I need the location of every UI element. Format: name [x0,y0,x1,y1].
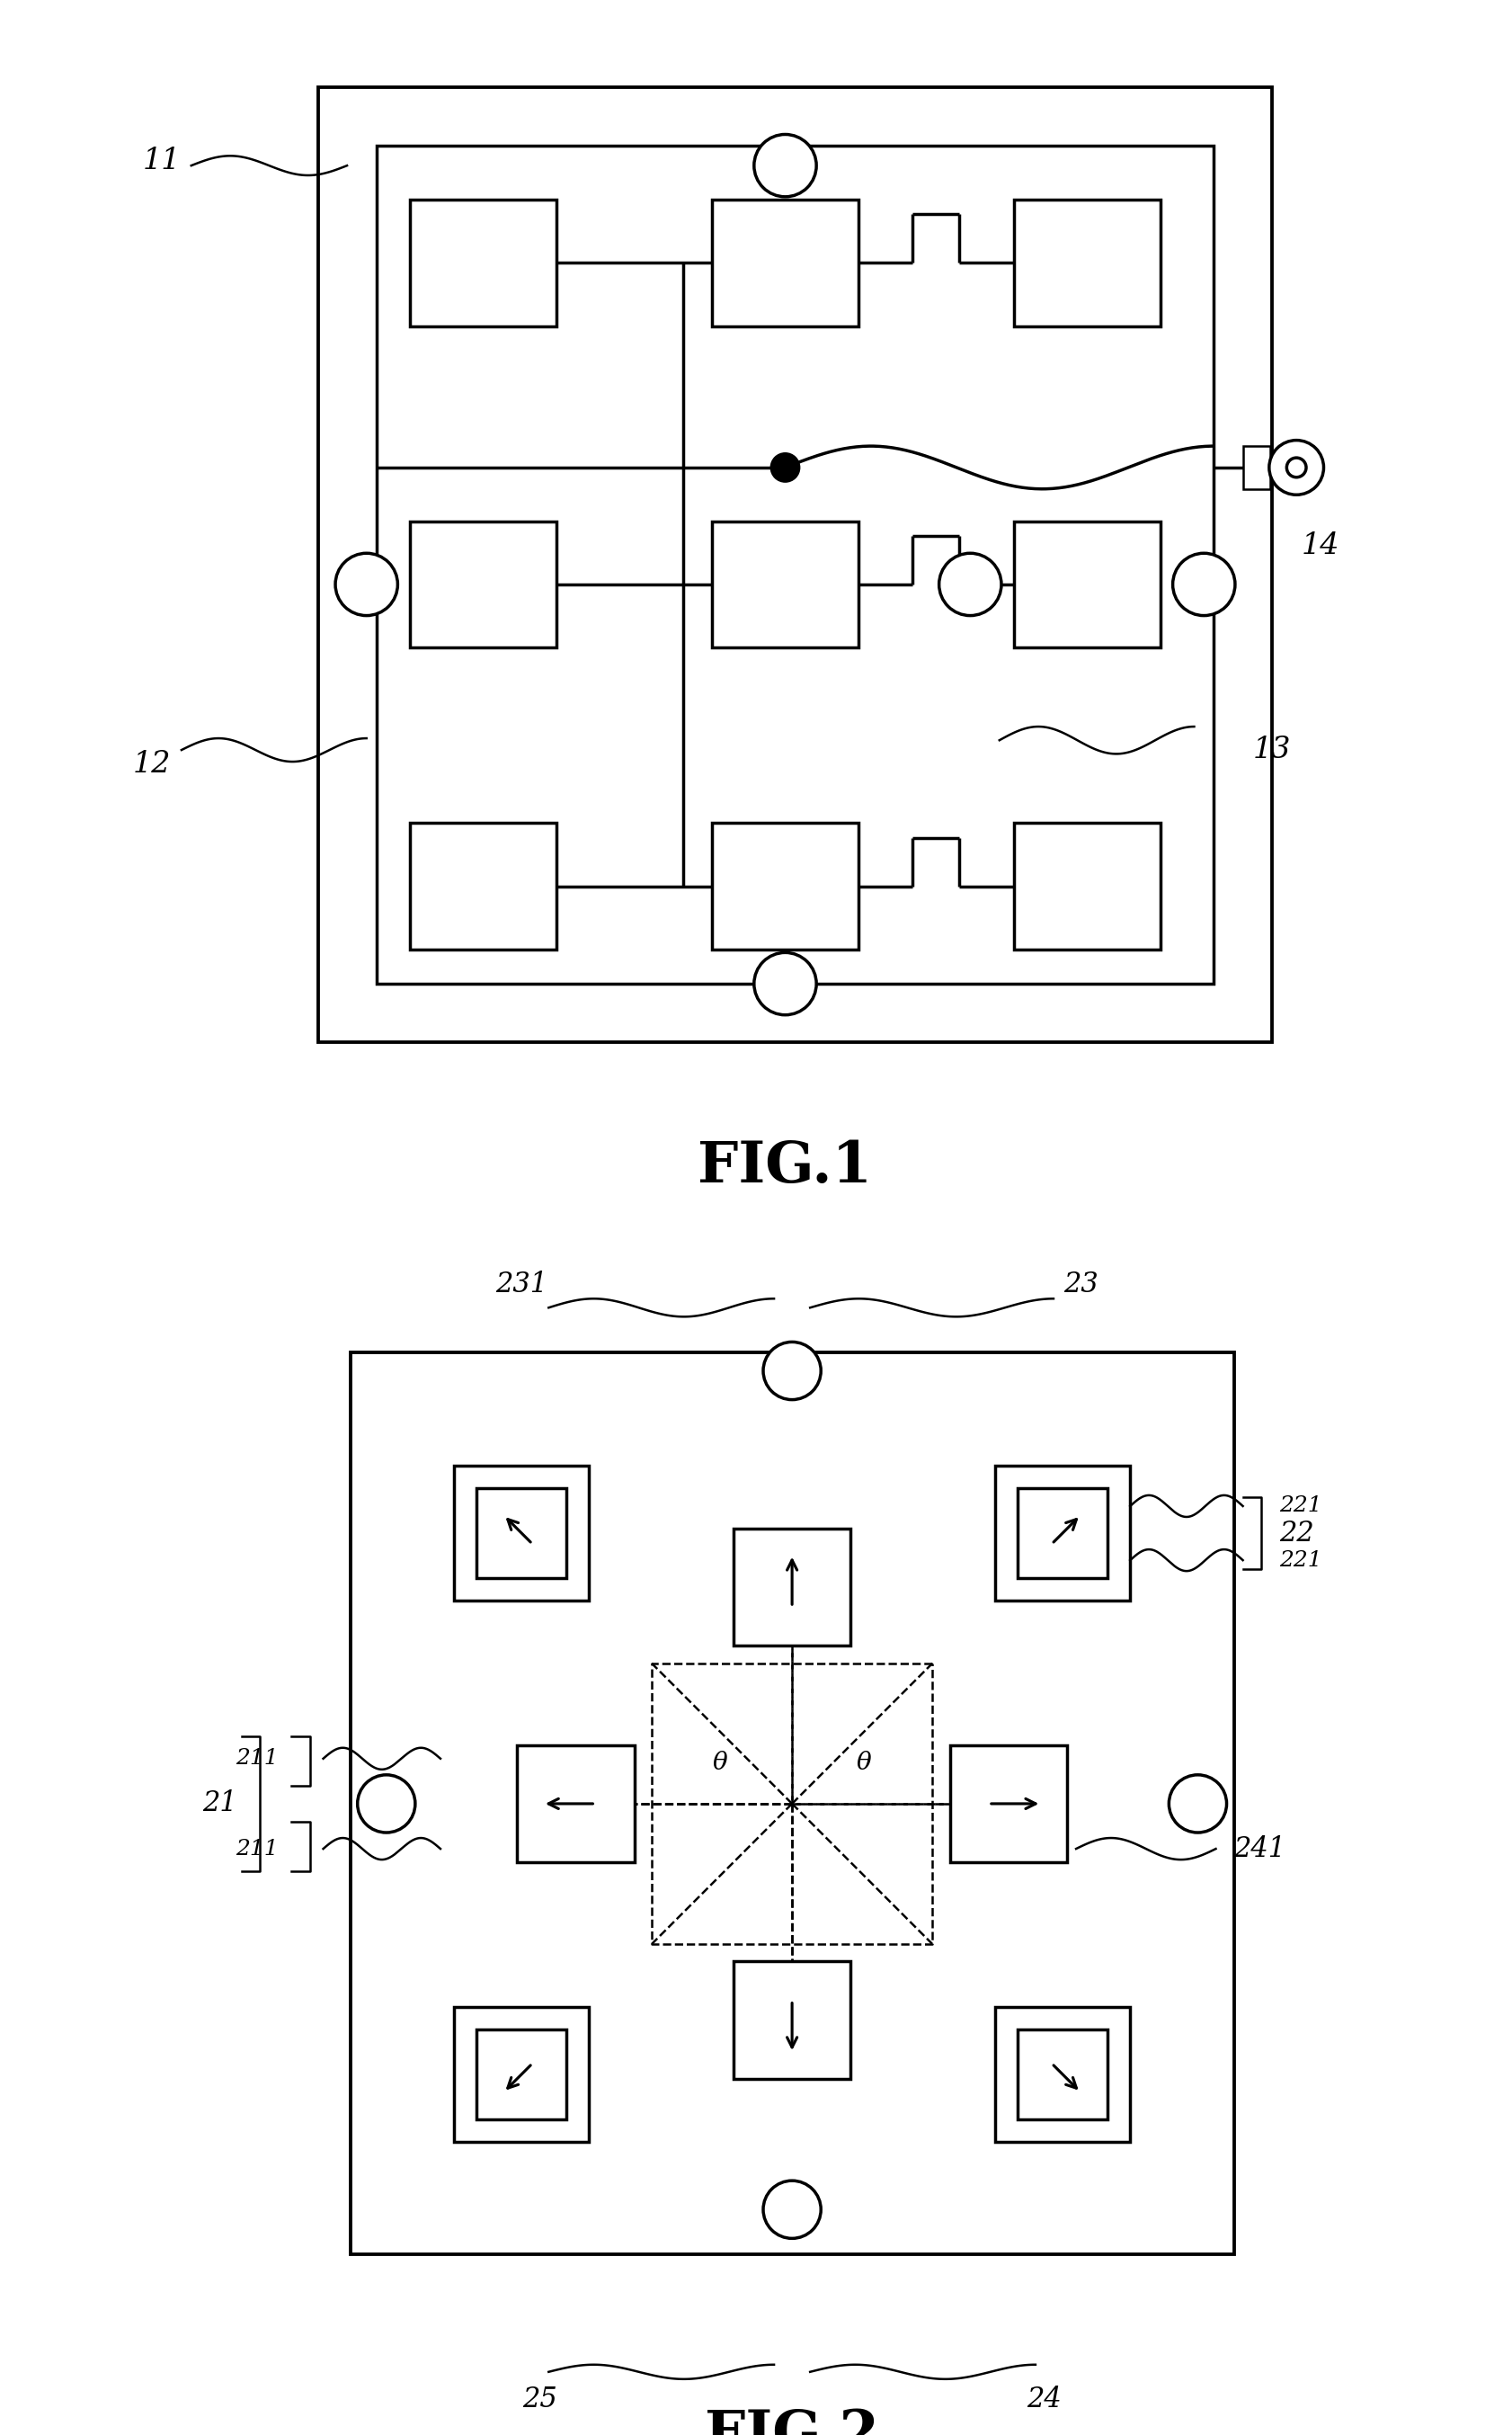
Text: 11: 11 [144,146,181,175]
Circle shape [754,952,816,1015]
Bar [410,823,556,950]
Text: 221: 221 [1279,1495,1321,1517]
Text: FIG.1: FIG.1 [699,1140,872,1196]
Text: 221: 221 [1279,1549,1321,1571]
Text: 24: 24 [1027,2386,1061,2413]
Bar [1018,2028,1108,2118]
Bar [454,1466,590,1600]
Text: 211: 211 [236,1748,278,1768]
Bar [712,200,859,326]
Bar [995,1466,1129,1600]
Text: 241: 241 [1234,1836,1287,1863]
Bar [410,200,556,326]
Circle shape [754,134,816,197]
Text: 211: 211 [236,1838,278,1860]
Text: 231: 231 [496,1271,547,1298]
Bar [733,1963,851,2079]
Bar [376,146,1214,984]
Circle shape [1169,1775,1226,1834]
Text: 25: 25 [522,2386,556,2413]
Circle shape [771,453,798,482]
Bar [1015,823,1160,950]
Circle shape [1173,553,1235,616]
Bar [454,2006,590,2143]
Text: θ: θ [712,1751,727,1775]
Bar [950,1746,1067,1863]
Circle shape [939,553,1001,616]
Text: 21: 21 [203,1790,237,1817]
Text: 12: 12 [133,750,171,779]
Bar [1243,446,1270,489]
Text: 22: 22 [1279,1519,1314,1546]
Bar [1015,521,1160,648]
Bar [1018,1488,1108,1578]
Bar [476,1488,567,1578]
Bar [351,1354,1234,2255]
Bar [733,1529,851,1646]
Circle shape [1269,441,1323,494]
Bar [712,823,859,950]
Bar [995,2006,1129,2143]
Text: FIG.2: FIG.2 [705,2408,880,2435]
Text: 14: 14 [1302,531,1340,560]
Text: θ: θ [857,1751,872,1775]
Text: 23: 23 [1063,1271,1098,1298]
Bar [410,521,556,648]
Circle shape [764,1342,821,1400]
Circle shape [357,1775,416,1834]
Circle shape [1287,458,1306,477]
Bar [1015,200,1160,326]
Bar [712,521,859,648]
Bar [318,88,1272,1042]
Text: 13: 13 [1252,735,1291,765]
Circle shape [764,2182,821,2238]
Bar [476,2028,567,2118]
Bar [517,1746,635,1863]
Circle shape [336,553,398,616]
